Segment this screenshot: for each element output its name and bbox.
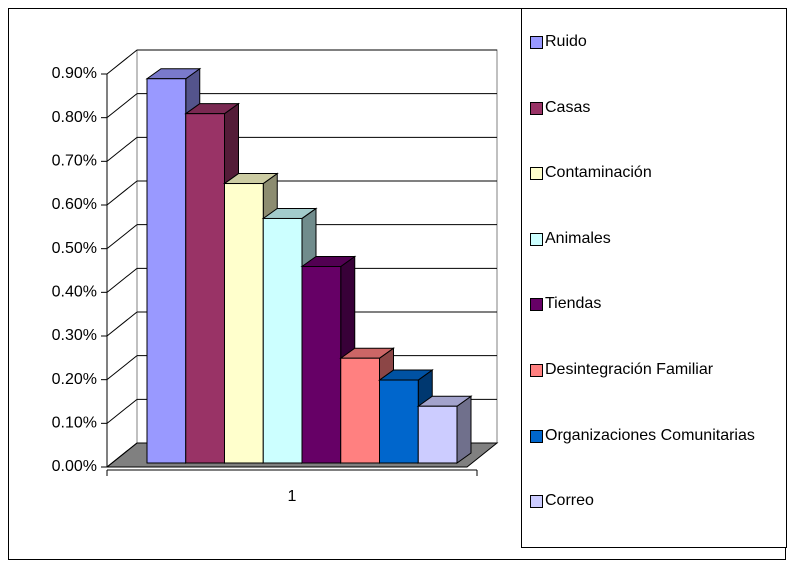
bars: [145, 67, 473, 464]
y-tick-label: 0.50%: [52, 240, 97, 257]
y-tick-label: 0.00%: [52, 458, 97, 475]
grid-line: [106, 267, 138, 293]
y-tick-label: 0.30%: [52, 327, 97, 344]
bar: [185, 113, 225, 464]
y-tick-label: 0.60%: [52, 196, 97, 213]
grid-line: [106, 355, 138, 381]
bar: [379, 379, 419, 464]
x-tick-label: 1: [288, 488, 297, 505]
legend-swatch: [530, 36, 543, 49]
legend-swatch: [530, 364, 543, 377]
legend-label: Correo: [545, 492, 594, 510]
legend-label: Animales: [545, 229, 611, 247]
y-tick-label: 0.70%: [52, 153, 97, 170]
legend-swatch: [530, 101, 543, 115]
y-tick-label: 0.10%: [52, 415, 97, 432]
y-tick-label: 0.20%: [52, 371, 97, 388]
grid-line: [106, 442, 138, 468]
legend-label: Desintegración Familiar: [545, 361, 714, 378]
legend-label: Contaminación: [545, 164, 652, 182]
legend-swatch: [530, 429, 543, 443]
bar: [224, 183, 264, 464]
bar: [340, 357, 380, 464]
bar: [301, 266, 342, 464]
grid-line: [106, 311, 138, 337]
legend-swatch: [530, 167, 543, 181]
legend-label: Ruido: [545, 33, 587, 50]
legend-swatch: [530, 495, 543, 509]
grid-line: [106, 93, 138, 119]
legend-swatch: [530, 298, 543, 312]
legend-label: Tiendas: [545, 295, 602, 313]
legend-label: Casas: [545, 98, 591, 116]
bar: [262, 217, 303, 464]
bar: [417, 405, 458, 464]
legend-box: [521, 8, 787, 548]
y-tick-label: 0.80%: [52, 109, 97, 126]
bar-side: [456, 395, 472, 464]
y-tick-label: 0.90%: [52, 65, 97, 82]
grid-line: [106, 224, 138, 250]
grid-line: [106, 398, 138, 424]
grid-line: [106, 180, 138, 206]
legend-label: Organizaciones Comunitarias: [545, 426, 755, 444]
legend-swatch: [530, 232, 543, 246]
grid-line: [106, 49, 138, 75]
grid-line: [106, 136, 138, 162]
bar: [146, 78, 187, 464]
y-tick-label: 0.40%: [52, 284, 97, 301]
